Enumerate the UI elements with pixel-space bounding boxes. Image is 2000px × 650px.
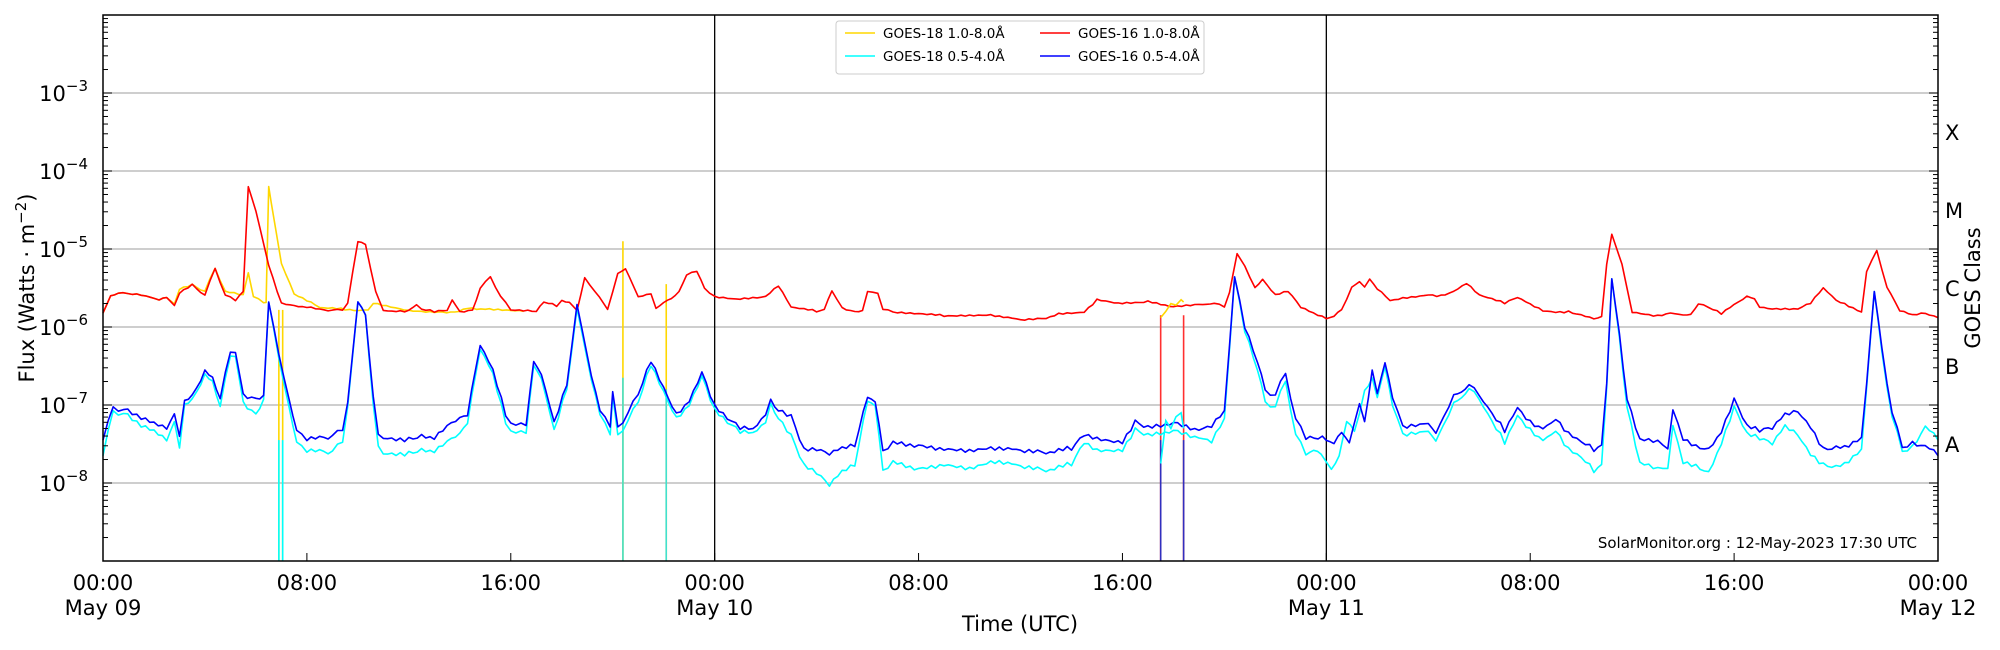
series-line-goes-18-1-0-8-0- [102, 185, 524, 314]
x-tick-date-label: May 11 [1288, 596, 1365, 620]
y-axis-ticks: 10−3 10−4 10−5 10−6 10−7 10−8 [39, 18, 1938, 562]
x-tick-label: 16:00 [1092, 571, 1153, 595]
series-line-goes-16-0-5-4-0- [102, 276, 1939, 457]
x-tick-label: 00:00 [73, 571, 134, 595]
goes-class-labels: X M C B A [1945, 121, 1963, 457]
goes-class-label: M [1945, 199, 1963, 223]
y-tick-label: 10−6 [39, 311, 88, 340]
day-dividers [714, 15, 1327, 561]
y-tick-label: 10−4 [39, 155, 88, 184]
legend-label: GOES-18 1.0-8.0Å [883, 25, 1005, 42]
y-axis-title: Flux (Watts · m−2) [12, 193, 39, 382]
y-tick-label: 10−3 [39, 77, 88, 106]
goes-class-label: A [1945, 433, 1960, 457]
series-line-goes-18-long-gap-fill [1160, 298, 1185, 319]
goes-class-label: X [1945, 121, 1959, 145]
x-tick-label: 16:00 [481, 571, 542, 595]
x-tick-date-label: May 09 [65, 596, 142, 620]
x-axis-title: Time (UTC) [961, 612, 1078, 636]
credit-text: SolarMonitor.org : 12-May-2023 17:30 UTC [1598, 534, 1917, 552]
legend-label: GOES-16 1.0-8.0Å [1078, 25, 1200, 42]
x-tick-date-label: May 10 [676, 596, 753, 620]
gridlines [103, 92, 1938, 484]
data-series [102, 185, 1939, 487]
series-line-goes-18-short-gap-fill [1159, 411, 1185, 464]
legend-box [835, 20, 1205, 75]
x-tick-label: 16:00 [1704, 571, 1765, 595]
x-tick-label: 00:00 [1908, 571, 1969, 595]
x-tick-label: 08:00 [888, 571, 949, 595]
x-tick-date-label: May 12 [1900, 596, 1977, 620]
x-tick-label: 08:00 [277, 571, 338, 595]
y-tick-label: 10−7 [39, 389, 88, 418]
y-tick-label: 10−8 [39, 467, 88, 496]
plot-frame [102, 14, 1939, 562]
legend-label: GOES-16 0.5-4.0Å [1078, 48, 1200, 65]
goes-class-label: C [1945, 277, 1960, 301]
series-line-goes-16-1-0-8-0- [102, 185, 1939, 321]
goes-class-label: B [1945, 355, 1959, 379]
series-line-goes-18-0-5-4-0- [102, 276, 1939, 487]
x-tick-label: 08:00 [1500, 571, 1561, 595]
legend-label: GOES-18 0.5-4.0Å [883, 48, 1005, 65]
data-dropouts [278, 241, 1185, 561]
y-tick-label: 10−5 [39, 233, 88, 262]
x-tick-label: 00:00 [684, 571, 745, 595]
y-axis-right-title: GOES Class [1961, 227, 1985, 348]
legend: GOES-18 1.0-8.0Å GOES-18 0.5-4.0Å GOES-16 … [835, 20, 1205, 75]
x-tick-label: 00:00 [1296, 571, 1357, 595]
